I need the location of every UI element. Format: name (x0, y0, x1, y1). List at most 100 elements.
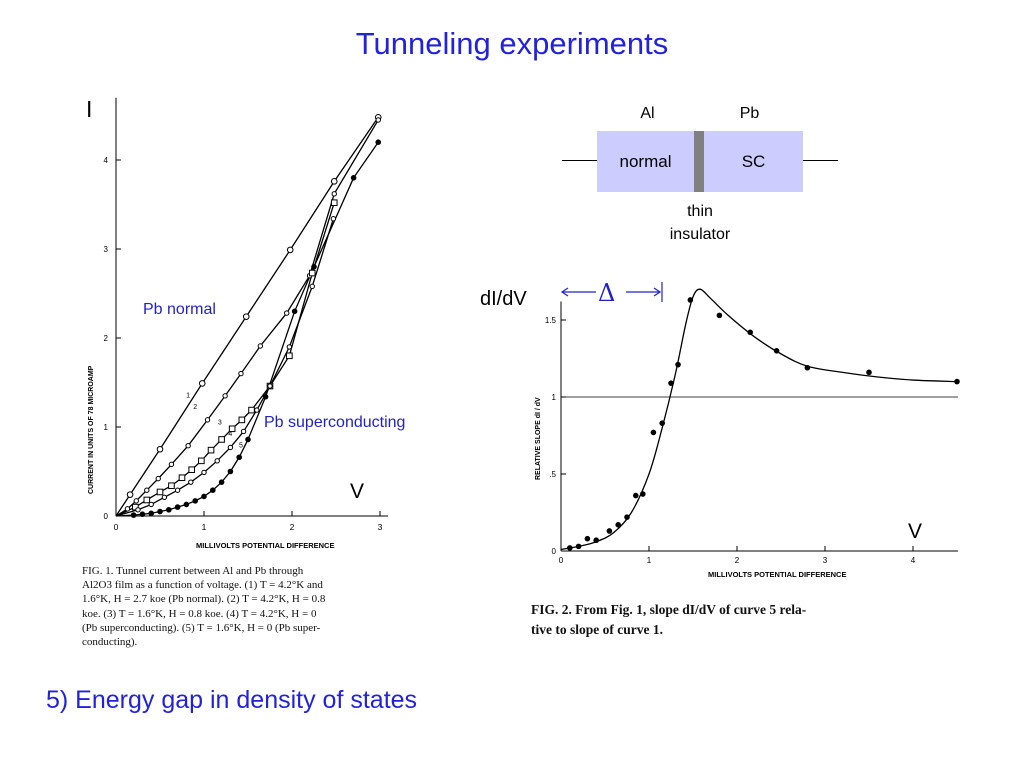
figure1-point-2 (133, 498, 139, 504)
figure1-point-2 (331, 191, 337, 197)
figure1-caption: FIG. 1. Tunnel current between Al and Pb… (82, 564, 417, 649)
figure1-point-5 (262, 393, 269, 400)
figure1-curve-label: 5 (239, 442, 243, 449)
figure1-point-5 (139, 511, 146, 518)
figure1-point-1 (126, 491, 134, 498)
figure1-point-2 (185, 442, 191, 449)
figure1-y-tick-label: 4 (104, 156, 109, 165)
delta-symbol: Δ (598, 279, 616, 307)
figure1-point-1 (286, 246, 294, 254)
delta-gap-arrow (560, 282, 663, 302)
figure1-point-4 (227, 444, 234, 451)
figure2-point (575, 543, 582, 550)
figure1-caption-line: (Pb superconducting). (5) T = 1.6°K, H =… (82, 621, 321, 634)
figure2-point (593, 537, 599, 544)
figure2-x-tick-label: 4 (911, 556, 916, 565)
figure2-point (866, 369, 872, 376)
figure2-x-tick-label: 1 (647, 556, 652, 565)
figure2-x-tick-label: 3 (823, 556, 828, 565)
figure1-point-3 (228, 425, 236, 433)
figure2-curve (560, 288, 958, 551)
figure2-xlabel: MILLIVOLTS POTENTIAL DIFFERENCE (708, 570, 846, 579)
figure2-caption: FIG. 2. From Fig. 1, slope dI/dV of curv… (531, 600, 971, 640)
figure1-point-5 (291, 308, 298, 315)
figure1-point-3 (156, 488, 164, 496)
figure1-point-1 (156, 445, 164, 453)
figure1-point-5 (311, 264, 317, 270)
slide-title: Tunneling experiments (355, 26, 669, 61)
figure1-point-3 (218, 436, 225, 443)
figure1-point-4 (188, 479, 194, 485)
figure1-point-2 (238, 370, 244, 377)
label-pb-normal: Pb normal (143, 301, 216, 318)
figure1-axis-letter-v: V (350, 480, 365, 503)
figure2-point (640, 491, 646, 497)
figure1-point-2 (257, 343, 264, 349)
figure1-point-3 (308, 269, 316, 277)
figure1-point-4 (214, 458, 220, 464)
figure1-point-4 (254, 407, 260, 413)
figure2-point (716, 312, 723, 319)
figure1-caption-line: koe. (3) T = 1.6°K, H = 0.8 koe. (4) T =… (82, 607, 317, 620)
figure1-caption-line: 1.6°K, H = 2.7 koe (Pb normal). (2) T = … (82, 593, 326, 606)
figure1-x-tick-label: 3 (378, 522, 383, 532)
figure2-x-tick-label: 0 (559, 556, 564, 565)
figure1-point-2 (124, 506, 131, 512)
figure2-point (747, 329, 753, 336)
figure2-point (584, 535, 591, 542)
figure2-y-tick-label: 0 (552, 547, 557, 556)
pb-label: Pb (739, 105, 760, 122)
figure2-caption-line: tive to slope of curve 1. (531, 622, 663, 637)
thin-insulator-label: thin insulator (640, 200, 760, 246)
figure1-point-5 (148, 510, 154, 517)
figure2-didv-label: dI/dV (480, 288, 527, 310)
figure1-point-5 (174, 504, 181, 510)
bottom-caption: 5) Energy gap in density of states (46, 686, 418, 714)
sc-label: SC (741, 152, 766, 171)
figure1-point-5 (227, 468, 234, 475)
figure1-point-4 (309, 283, 315, 290)
figure2-x-tick-label: 2 (735, 556, 740, 565)
figure1-x-tick-label: 0 (114, 522, 119, 532)
figure2-point (650, 429, 657, 436)
figure2-series (560, 288, 960, 551)
al-label: Al (640, 105, 655, 122)
figure1-curve-3 (115, 202, 335, 517)
figure1-point-3 (207, 446, 215, 454)
figure2-caption-line: FIG. 2. From Fig. 1, slope dI/dV of curv… (531, 602, 807, 617)
figure2-ylabel: RELATIVE SLOPE dI / dV (535, 397, 542, 480)
figure1-point-5 (157, 508, 163, 515)
figure2-plot: 0 .5 1 1.5 0 1 2 3 4 RELATIVE SLOPE dI / dV MILL… (535, 282, 960, 579)
figure1-point-2 (204, 417, 211, 423)
figure1-point-5 (245, 436, 251, 443)
figure2-point (687, 297, 694, 303)
figure1-point-5 (183, 501, 190, 508)
figure2-axis-letter-v: V (908, 520, 923, 543)
figure2-point (668, 380, 674, 386)
figure1-point-4 (201, 469, 207, 476)
figure1-y-tick-label: 3 (104, 245, 109, 254)
figure1-point-4 (330, 216, 337, 222)
figure1-point-2 (284, 310, 290, 316)
figure1-point-3 (330, 199, 338, 207)
figure1-point-1 (330, 178, 338, 185)
figure1-xlabel: MILLIVOLTS POTENTIAL DIFFERENCE (196, 541, 334, 550)
figure1-point-4 (148, 501, 154, 508)
figure1-point-3 (248, 406, 255, 414)
figure1-caption-line: conducting). (82, 636, 138, 649)
figure1-curve-4 (115, 218, 334, 517)
figure1-curve-label: 1 (186, 393, 190, 400)
figure1-point-1 (198, 380, 206, 387)
figure1-point-5 (201, 493, 207, 500)
right-lead-wire (803, 160, 838, 161)
figure2-y-tick-label: 1 (552, 393, 557, 402)
delta-arrow-right-head (653, 287, 662, 297)
thin-label: thin (687, 203, 713, 220)
figure2-point (624, 514, 630, 520)
figure2-y-tick-label: .5 (549, 470, 556, 479)
figure1-point-5 (166, 506, 172, 513)
figure1-point-5 (210, 487, 216, 493)
figure1-point-2 (144, 487, 150, 493)
figure2-axes: 0 .5 1 1.5 0 1 2 3 4 (545, 301, 958, 565)
